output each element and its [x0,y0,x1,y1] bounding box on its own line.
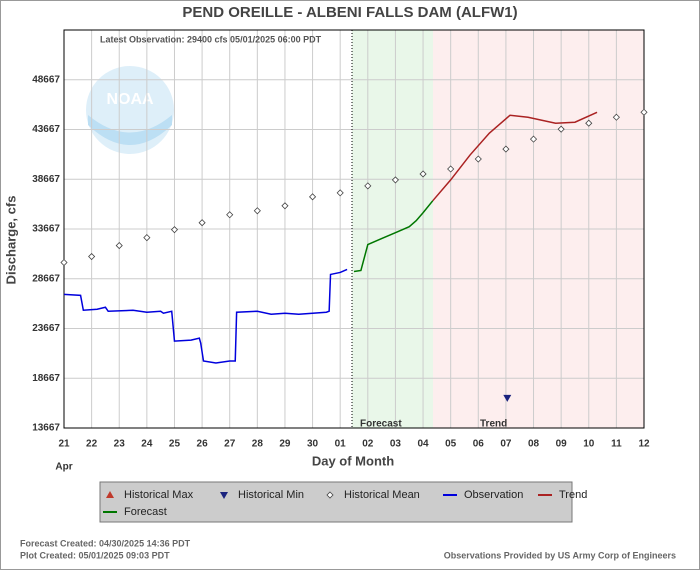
legend-label: Historical Mean [344,489,420,501]
noaa-logo: NOAA [86,66,174,154]
y-tick-label: 43667 [32,124,60,135]
series-line [432,111,598,202]
legend-swatch [326,491,334,499]
data-point [88,252,96,261]
legend-label: Historical Min [238,489,304,501]
x-tick-label: 11 [611,439,622,450]
data-point [391,176,399,184]
data-point [529,135,538,143]
x-tick-label: 23 [114,439,126,450]
y-axis-label: Discharge, cfs [3,196,18,285]
x-tick-label: 10 [583,439,595,450]
x-tick-label: 24 [141,439,153,450]
x-tick-label: 29 [279,439,291,450]
footer-text: Forecast Created: 04/30/2025 14:36 PDT [20,538,191,548]
chart-title: PEND OREILLE - ALBENI FALLS DAM (ALFW1) [182,4,517,21]
series-line [353,200,434,273]
data-point [557,125,565,133]
data-point [503,394,512,402]
x-tick-label: 21 [58,439,70,450]
data-point [502,145,510,153]
legend-label: Forecast [124,506,167,518]
data-point [170,226,179,234]
x-tick-label: 07 [500,439,512,450]
data-point [585,119,593,127]
data-point [115,242,123,250]
data-point [612,113,620,121]
y-tick-label: 28667 [32,273,60,284]
data-point [474,155,482,163]
subtitle: Latest Observation: 29400 cfs 05/01/2025… [100,34,322,44]
svg-text:NOAA: NOAA [106,91,154,108]
region-label: Trend [480,419,507,430]
x-tick-label: 06 [473,439,485,450]
y-tick-label: 13667 [32,423,60,434]
x-tick-label: 03 [390,439,402,450]
plot-frame [63,29,645,429]
data-point [226,211,234,219]
x-tick-label: 30 [307,439,319,450]
y-tick-label: 23667 [32,323,60,334]
data-point [336,189,344,197]
data-point [281,202,289,210]
data-point [143,234,151,242]
legend [99,481,573,523]
legend-label: Trend [559,489,587,501]
y-tick-label: 33667 [32,224,60,235]
month-label: Apr [55,462,72,473]
x-tick-label: 02 [362,439,374,450]
data-point [309,193,317,201]
y-tick-label: 18667 [32,373,60,384]
data-point [419,170,427,178]
data-point [198,219,206,227]
data-point [364,182,372,190]
footer-text: Observations Provided by US Army Corp of… [444,550,676,560]
legend-swatch [220,492,228,499]
x-tick-label: 22 [86,439,98,450]
x-tick-label: 04 [417,439,429,450]
x-axis-label: Day of Month [312,453,394,468]
x-tick-label: 25 [169,439,181,450]
data-point [447,165,455,173]
x-tick-label: 09 [556,439,568,450]
x-tick-label: 26 [197,439,209,450]
legend-label: Observation [464,489,523,501]
x-tick-label: 28 [252,439,264,450]
legend-label: Historical Max [124,489,194,501]
data-point [253,207,261,215]
x-tick-label: 05 [445,439,457,450]
data-point [60,258,68,267]
region-label: Forecast [360,419,402,430]
footer-text: Plot Created: 05/01/2025 09:03 PDT [20,550,170,560]
y-tick-label: 48667 [32,74,60,85]
data-point [640,108,648,116]
x-tick-label: 08 [528,439,540,450]
x-tick-label: 27 [224,439,236,450]
legend-swatch [106,491,114,498]
series-line [63,268,348,364]
x-tick-label: 12 [638,439,650,450]
y-tick-label: 38667 [32,174,60,185]
x-tick-label: 01 [335,439,347,450]
